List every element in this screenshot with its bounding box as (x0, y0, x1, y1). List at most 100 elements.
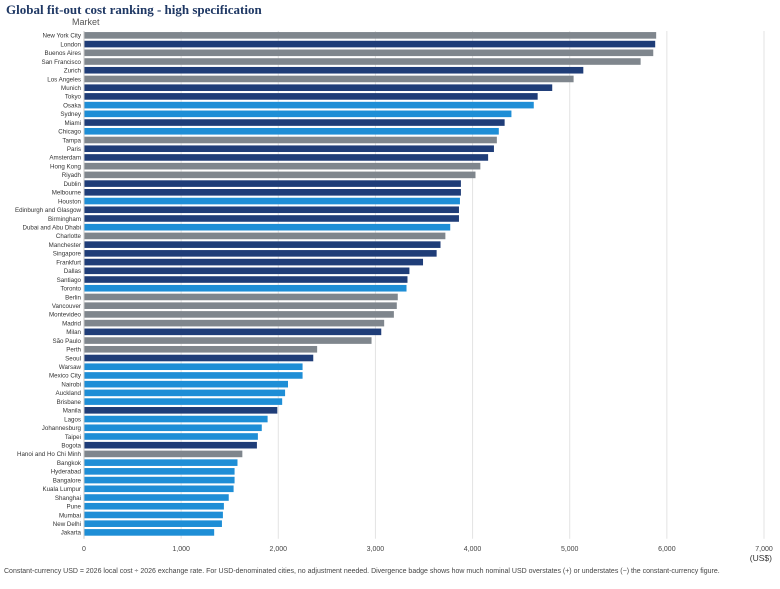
category-label: Kuala Lumpur (42, 486, 81, 493)
bar (84, 293, 398, 301)
bar (84, 354, 314, 362)
category-label: Manchester (49, 242, 81, 249)
bar (84, 441, 257, 449)
bar (84, 284, 407, 292)
y-axis-title: Market (72, 17, 100, 27)
category-label: Shanghai (55, 495, 81, 502)
bar (84, 337, 372, 344)
category-label: Buenos Aires (45, 50, 81, 57)
bar (84, 302, 397, 309)
category-label: Lagos (64, 416, 81, 423)
category-label: Munich (61, 85, 82, 92)
category-label: Brisbane (57, 399, 82, 406)
bar (84, 267, 410, 275)
bar (84, 415, 268, 423)
bar (84, 433, 258, 440)
category-label: Jakarta (61, 530, 82, 537)
category-label: Amsterdam (49, 155, 81, 162)
bars (84, 32, 657, 536)
category-label: Osaka (63, 102, 81, 109)
bar (84, 110, 512, 118)
bar (84, 520, 222, 527)
bar (84, 502, 224, 510)
bar (84, 127, 499, 135)
bar (84, 529, 215, 536)
bar (84, 258, 424, 266)
bar (84, 171, 476, 179)
bar (84, 389, 286, 397)
x-tick-label: 6,000 (658, 546, 676, 553)
x-tick-label: 7,000 (755, 546, 773, 553)
x-tick-label: 2,000 (270, 546, 288, 553)
bar (84, 450, 243, 458)
bar (84, 75, 574, 83)
bar (84, 180, 461, 187)
bar (84, 206, 459, 214)
category-label: Mexico City (49, 373, 82, 380)
category-label: Montevideo (49, 312, 82, 319)
category-label: Dublin (63, 181, 81, 188)
category-label: Warsaw (59, 364, 82, 371)
category-label: Taipei (65, 434, 81, 441)
category-label: Madrid (62, 320, 81, 327)
category-label: Sydney (60, 111, 82, 118)
category-label: Tokyo (65, 94, 82, 101)
category-label: Perth (66, 347, 81, 354)
bar (84, 119, 505, 126)
bar (84, 66, 584, 74)
bar (84, 93, 538, 100)
category-label: Johannesburg (42, 425, 82, 432)
category-label: Hyderabad (51, 469, 82, 476)
category-label: Toronto (60, 286, 81, 293)
category-label: Birmingham (48, 216, 81, 223)
category-label: Dallas (64, 268, 81, 275)
category-label: Miami (65, 120, 82, 127)
bar (84, 485, 234, 493)
bar (84, 250, 437, 257)
category-label: Berlin (65, 294, 81, 301)
bar (84, 145, 494, 153)
category-label: Singapore (53, 251, 82, 258)
category-label: Santiago (57, 277, 82, 284)
category-label: New York City (42, 33, 81, 40)
bar (84, 363, 303, 371)
bar (84, 276, 408, 283)
bar (84, 154, 489, 161)
category-label: Bangkok (57, 460, 82, 467)
category-label: Milan (66, 329, 81, 336)
bar (84, 380, 288, 388)
bar (84, 101, 534, 109)
chart-title: Global fit-out cost ranking - high speci… (6, 2, 262, 17)
bar (84, 407, 278, 414)
category-label: Bogota (61, 443, 81, 450)
category-label: New Delhi (53, 521, 81, 528)
bar (84, 345, 318, 353)
x-tick-label: 4,000 (464, 546, 482, 553)
bar (84, 215, 459, 222)
bar (84, 197, 460, 205)
category-label: Edinburgh and Glasgow (15, 207, 82, 214)
category-label: Chicago (58, 129, 81, 136)
x-tick-labels: 0 1,000 2,000 3,000 4,000 5,000 6,000 7,000 (82, 546, 773, 553)
bar (84, 49, 654, 57)
bar (84, 424, 262, 432)
category-label: Manila (63, 408, 82, 415)
bar (84, 468, 235, 475)
category-label: London (60, 41, 81, 48)
x-axis-unit-label: (US$) (750, 553, 772, 563)
category-label: Melbourne (52, 190, 82, 197)
bar (84, 40, 656, 48)
category-label: Riyadh (62, 172, 82, 179)
bar (84, 311, 394, 318)
category-label: Charlotte (56, 233, 82, 240)
category-label: San Francisco (41, 59, 81, 66)
category-label: Nairobi (61, 381, 81, 388)
category-label: São Paulo (52, 338, 81, 345)
bar (84, 319, 385, 327)
bar (84, 241, 441, 248)
bar (84, 223, 451, 231)
category-label: Tampa (62, 137, 81, 144)
bar (84, 476, 235, 484)
